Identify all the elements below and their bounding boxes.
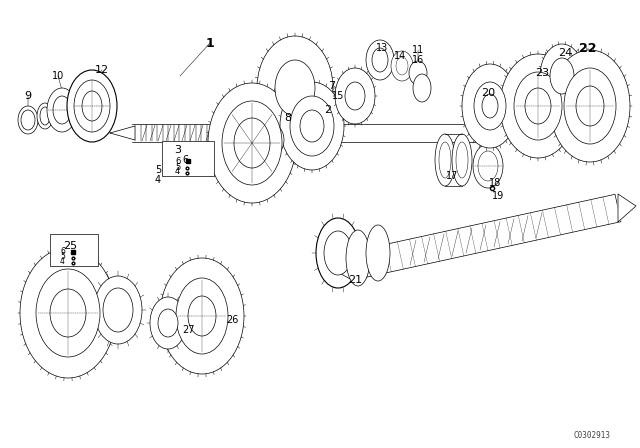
Ellipse shape bbox=[234, 118, 270, 168]
Polygon shape bbox=[110, 126, 135, 140]
Ellipse shape bbox=[324, 231, 352, 275]
Ellipse shape bbox=[409, 61, 427, 85]
Text: 22: 22 bbox=[579, 42, 596, 55]
Text: 6: 6 bbox=[175, 157, 180, 166]
Text: 24: 24 bbox=[558, 48, 572, 58]
Ellipse shape bbox=[482, 94, 498, 118]
Text: 16: 16 bbox=[412, 55, 424, 65]
Ellipse shape bbox=[372, 48, 388, 72]
Polygon shape bbox=[349, 194, 621, 280]
Ellipse shape bbox=[160, 258, 244, 374]
Ellipse shape bbox=[280, 82, 344, 170]
Polygon shape bbox=[334, 252, 352, 280]
FancyBboxPatch shape bbox=[50, 234, 98, 266]
Text: 26: 26 bbox=[226, 315, 238, 325]
Ellipse shape bbox=[47, 88, 77, 132]
Text: 6: 6 bbox=[60, 247, 65, 256]
Ellipse shape bbox=[208, 83, 296, 203]
Ellipse shape bbox=[158, 309, 178, 337]
Text: 8: 8 bbox=[284, 113, 292, 123]
Ellipse shape bbox=[290, 96, 334, 156]
Text: 9: 9 bbox=[24, 91, 31, 101]
Text: 20: 20 bbox=[481, 88, 495, 98]
Ellipse shape bbox=[525, 88, 551, 124]
Text: 4: 4 bbox=[155, 175, 161, 185]
Ellipse shape bbox=[37, 103, 53, 129]
Ellipse shape bbox=[452, 134, 472, 186]
Ellipse shape bbox=[345, 82, 365, 110]
Ellipse shape bbox=[40, 107, 50, 125]
Text: 4: 4 bbox=[175, 167, 180, 176]
Ellipse shape bbox=[67, 70, 117, 142]
Ellipse shape bbox=[474, 82, 506, 130]
Ellipse shape bbox=[462, 64, 518, 148]
Polygon shape bbox=[618, 194, 636, 222]
Text: 12: 12 bbox=[95, 65, 109, 75]
Ellipse shape bbox=[50, 289, 86, 337]
Text: 5: 5 bbox=[175, 163, 180, 172]
Text: 27: 27 bbox=[182, 325, 195, 335]
Text: 5: 5 bbox=[60, 252, 65, 261]
Ellipse shape bbox=[188, 296, 216, 336]
Ellipse shape bbox=[82, 91, 102, 121]
Text: 13: 13 bbox=[376, 43, 388, 53]
Ellipse shape bbox=[514, 72, 562, 140]
Ellipse shape bbox=[576, 86, 604, 126]
Ellipse shape bbox=[435, 134, 455, 186]
Text: 11: 11 bbox=[412, 45, 424, 55]
Text: 1: 1 bbox=[205, 36, 214, 49]
Text: 7: 7 bbox=[328, 81, 335, 91]
Ellipse shape bbox=[150, 297, 186, 349]
Text: 17: 17 bbox=[446, 171, 458, 181]
Ellipse shape bbox=[257, 36, 333, 140]
Ellipse shape bbox=[21, 110, 35, 130]
Text: 21: 21 bbox=[348, 275, 362, 285]
Ellipse shape bbox=[222, 101, 282, 185]
Ellipse shape bbox=[550, 50, 630, 162]
Ellipse shape bbox=[94, 276, 142, 344]
Ellipse shape bbox=[316, 218, 360, 288]
Ellipse shape bbox=[260, 124, 284, 156]
Ellipse shape bbox=[74, 80, 110, 132]
Ellipse shape bbox=[18, 106, 38, 134]
Ellipse shape bbox=[564, 68, 616, 144]
Ellipse shape bbox=[20, 248, 116, 378]
Ellipse shape bbox=[53, 96, 71, 124]
Ellipse shape bbox=[366, 225, 390, 281]
Ellipse shape bbox=[456, 142, 468, 178]
Text: 5: 5 bbox=[155, 165, 161, 175]
Ellipse shape bbox=[366, 40, 394, 80]
Ellipse shape bbox=[478, 151, 498, 181]
Text: 15: 15 bbox=[332, 91, 344, 101]
Ellipse shape bbox=[391, 51, 413, 81]
Text: 10: 10 bbox=[52, 71, 64, 81]
Ellipse shape bbox=[540, 44, 584, 108]
Ellipse shape bbox=[500, 54, 576, 158]
Text: 2: 2 bbox=[324, 105, 332, 115]
Ellipse shape bbox=[439, 142, 451, 178]
Ellipse shape bbox=[176, 278, 228, 354]
Text: 18: 18 bbox=[489, 178, 501, 188]
Text: 6: 6 bbox=[182, 155, 188, 165]
Text: 14: 14 bbox=[394, 51, 406, 61]
Ellipse shape bbox=[346, 230, 370, 286]
Text: C0302913: C0302913 bbox=[573, 431, 611, 440]
Text: 25: 25 bbox=[63, 241, 77, 251]
Text: 4: 4 bbox=[60, 257, 65, 266]
Ellipse shape bbox=[103, 288, 133, 332]
Text: 3: 3 bbox=[175, 145, 182, 155]
Ellipse shape bbox=[396, 57, 408, 75]
Ellipse shape bbox=[335, 68, 375, 124]
Ellipse shape bbox=[250, 110, 294, 170]
Text: 23: 23 bbox=[535, 68, 549, 78]
Ellipse shape bbox=[36, 269, 100, 357]
Ellipse shape bbox=[300, 110, 324, 142]
Ellipse shape bbox=[413, 74, 431, 102]
Text: 19: 19 bbox=[492, 191, 504, 201]
Ellipse shape bbox=[275, 60, 315, 116]
FancyBboxPatch shape bbox=[162, 141, 214, 176]
Ellipse shape bbox=[550, 58, 574, 94]
Ellipse shape bbox=[473, 144, 503, 188]
